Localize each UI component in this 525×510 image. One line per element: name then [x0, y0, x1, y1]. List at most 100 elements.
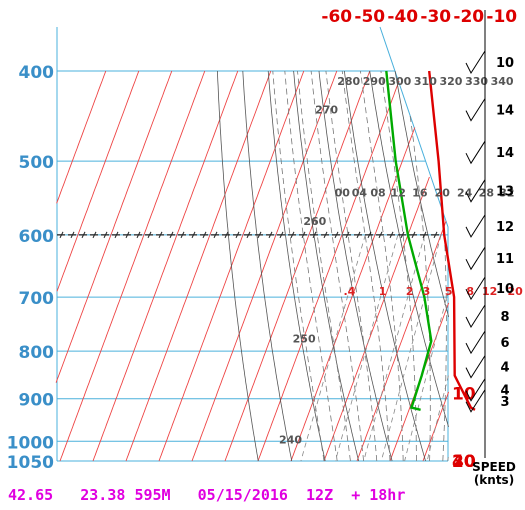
wind-speed-label: 13: [496, 185, 514, 200]
wind-barb: [465, 378, 486, 402]
temperature-label-top: -20: [453, 7, 484, 27]
mixing-ratio-line: [380, 234, 442, 462]
moist-adiabat-label: 24: [457, 186, 473, 199]
isotherm-line: [56, 70, 140, 292]
footer-lat: 42.65: [8, 486, 54, 504]
level-hatch: [257, 231, 262, 239]
mixing-ratio-label: 2: [406, 285, 414, 298]
wind-barb: [465, 98, 486, 122]
temperature-profile: [428, 70, 476, 411]
level-hatch: [389, 231, 394, 239]
wind-barb: [465, 330, 486, 355]
moist-adiabat-line: [310, 70, 364, 462]
level-hatch: [301, 231, 306, 239]
moist-adiabat-line: [325, 70, 378, 462]
mixing-ratio-label: 5: [445, 285, 453, 298]
temperature-label-right: 30: [452, 452, 476, 472]
temperature-label-right: 20: [452, 452, 476, 472]
mixing-ratio-label: 20: [507, 285, 523, 298]
temperature-label-top: -40: [387, 7, 418, 27]
dewpoint-profile: [385, 70, 433, 411]
moist-adiabat-line: [272, 70, 325, 462]
isotherm-line: [125, 70, 272, 462]
wind-speed-label: 8: [500, 310, 509, 325]
sounding-info-footer: 42.65 23.38 595M 05/15/2016 12Z + 18hr: [8, 486, 405, 504]
moist-adiabat-label: 12: [391, 186, 406, 199]
moist-adiabat-lines: [272, 70, 447, 462]
moist-adiabat-label: 16: [412, 186, 428, 199]
isotherm-lines: [55, 70, 450, 462]
dry-adiabat-line: [369, 70, 449, 428]
temperature-label-right: 40: [452, 452, 476, 472]
level-hatch: [103, 231, 108, 239]
mixing-ratio-line: [426, 375, 449, 462]
dry-adiabat-label: 270: [315, 104, 338, 117]
moist-adiabat-label: 20: [435, 186, 451, 199]
level-hatch: [246, 231, 251, 239]
temperature-label-top: -50: [354, 7, 385, 27]
wind-barb: [465, 140, 486, 165]
dry-adiabat-label: 240: [279, 433, 302, 446]
footer-forecast-hour: + 18hr: [351, 486, 406, 504]
level-hatch: [59, 231, 64, 239]
moist-adiabat-line: [409, 114, 431, 461]
isotherm-line: [422, 391, 450, 462]
wind-speed-label: 12: [496, 220, 514, 235]
moist-adiabat-label: 04: [352, 186, 368, 199]
level-hatch: [334, 231, 339, 239]
temperature-label-top: -10: [486, 7, 517, 27]
isotherm-line: [56, 70, 107, 204]
wind-barb: [465, 50, 486, 75]
dry-adiabat-line: [217, 70, 259, 462]
level-hatch: [312, 231, 317, 239]
dry-adiabat-line: [267, 70, 326, 462]
footer-lon: 23.38: [80, 486, 126, 504]
dry-adiabat-label: 330: [465, 75, 488, 88]
level-hatch: [224, 231, 229, 239]
temperature-label-top: -60: [321, 7, 352, 27]
wind-speed-label: 10: [496, 282, 514, 297]
footer-elevation: 595M: [134, 486, 171, 504]
level-hatch: [114, 231, 119, 239]
moist-adiabat-line: [284, 70, 338, 462]
wind-barb: [465, 276, 486, 301]
sounding-profiles: [385, 70, 476, 411]
level-hatch: [213, 231, 218, 239]
moist-adiabat-line: [360, 70, 404, 462]
level-hatch: [323, 231, 328, 239]
moist-adiabat-label: 00: [335, 186, 351, 199]
isotherm-line: [191, 70, 338, 462]
level-hatch: [125, 231, 130, 239]
level-hatch: [290, 231, 295, 239]
footer-date: 05/15/2016: [197, 486, 288, 504]
level-hatch: [169, 231, 174, 239]
dry-adiabat-lines: [217, 70, 450, 462]
wind-speed-label: 14: [496, 104, 514, 119]
isotherm-line: [257, 80, 400, 462]
isotherm-line: [290, 127, 416, 462]
pressure-label: 900: [19, 391, 55, 411]
dry-adiabat-line: [318, 70, 393, 462]
mixing-ratio-lines: [300, 234, 449, 462]
wind-speed-label: 4: [500, 361, 509, 376]
pressure-label: 600: [19, 227, 55, 247]
level-hatch: [279, 231, 284, 239]
isotherm-line: [224, 70, 371, 462]
wind-speed-label: 10: [496, 56, 514, 71]
mixing-ratio-line: [363, 234, 425, 462]
wind-barb: [465, 304, 486, 329]
level-hatch: [400, 231, 405, 239]
dry-adiabat-label: 300: [388, 75, 411, 88]
temperature-label-right: 10: [452, 384, 476, 404]
level-hatch: [268, 231, 273, 239]
moist-adiabat-label: 08: [370, 186, 385, 199]
level-hatch: [422, 231, 427, 239]
moist-adiabat-label: 32: [499, 186, 514, 199]
mixing-ratio-label: .4: [344, 285, 356, 298]
dry-adiabat-line: [293, 70, 360, 462]
level-hatch: [92, 231, 97, 239]
level-hatch: [356, 231, 361, 239]
pressure-label: 400: [19, 63, 55, 83]
dry-adiabat-label: 340: [491, 75, 514, 88]
level-hatch: [202, 231, 207, 239]
